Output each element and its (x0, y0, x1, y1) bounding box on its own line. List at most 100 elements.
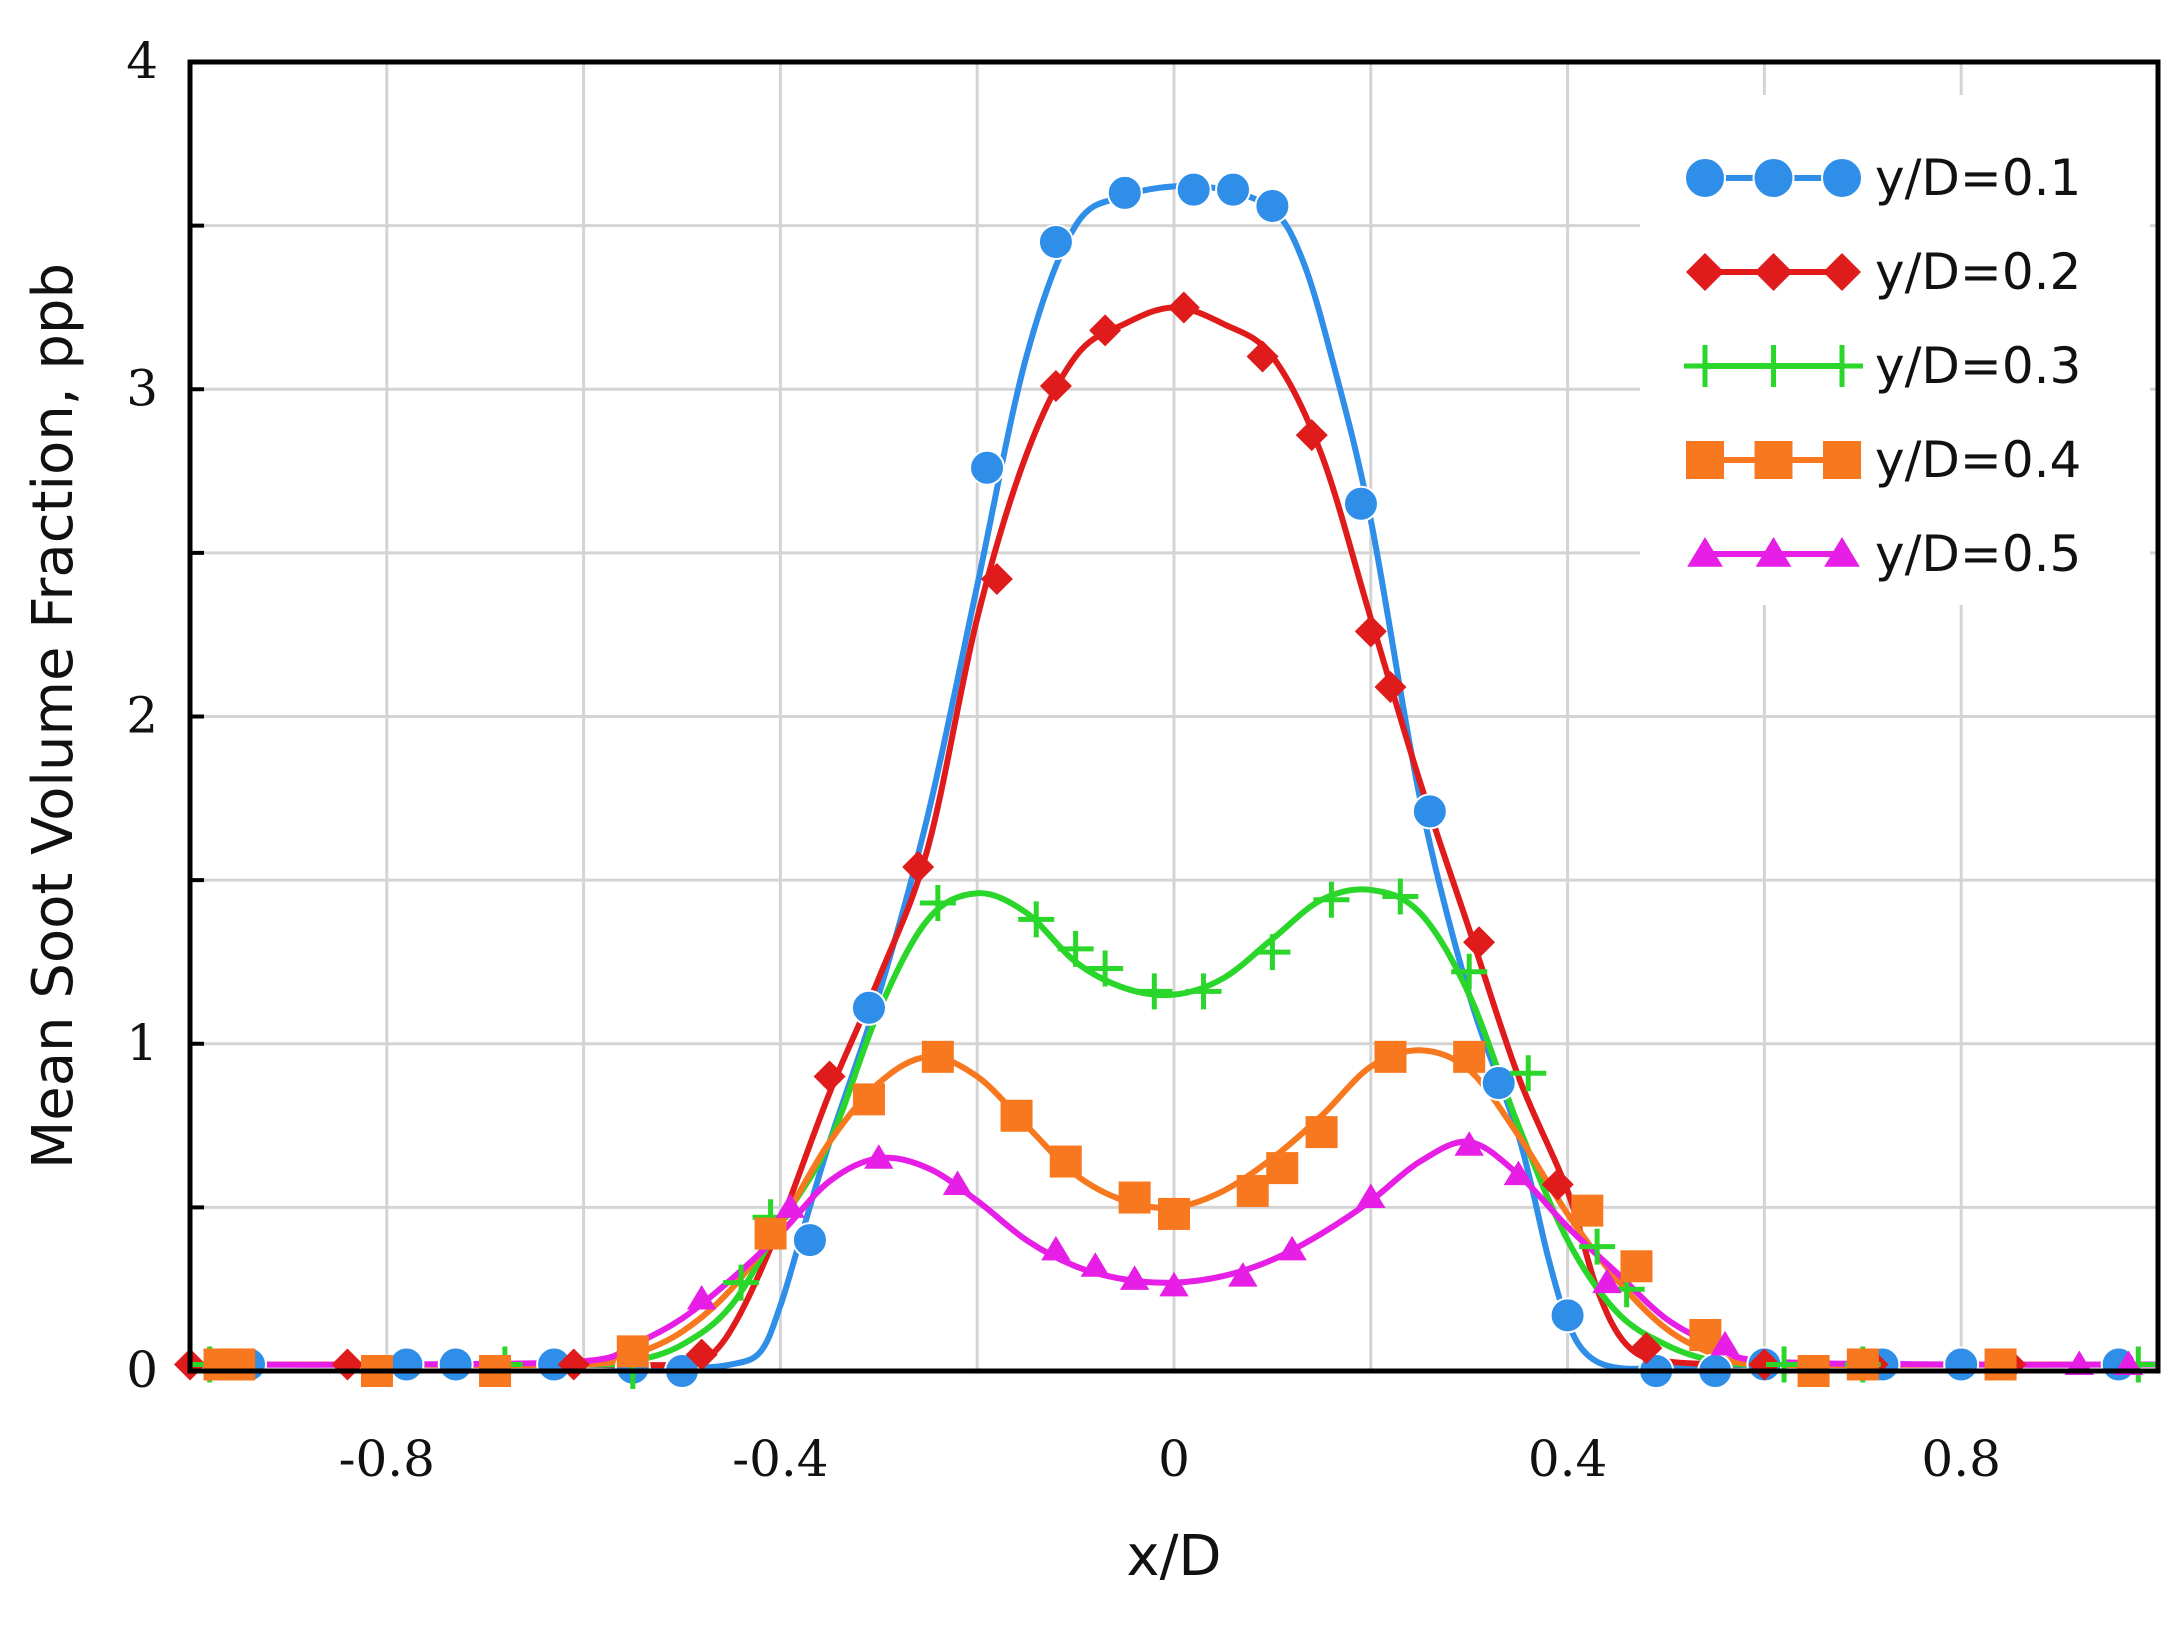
data-point-y-d-0-4 (1049, 1145, 1082, 1178)
data-point-y-d-0-1 (1037, 223, 1074, 260)
data-point-y-d-0-3 (1087, 950, 1124, 987)
x-axis-title: x/D (1126, 1524, 1221, 1589)
legend-label-y-d-0-2: y/D=0.2 (1875, 243, 2081, 301)
data-point-y-d-0-4 (1266, 1152, 1299, 1185)
data-point-y-d-0-4 (852, 1083, 885, 1116)
legend-marker-y-d-0-5 (1687, 537, 1723, 567)
data-point-y-d-0-2 (1463, 926, 1496, 959)
data-point-y-d-0-5 (775, 1193, 805, 1218)
data-point-y-d-0-1 (1480, 1065, 1517, 1102)
data-point-y-d-0-2 (1167, 291, 1200, 324)
data-point-y-d-0-2 (1039, 369, 1072, 402)
x-tick-label: -0.8 (339, 1430, 435, 1488)
data-point-y-d-0-1 (1175, 171, 1212, 208)
data-point-y-d-0-5 (1080, 1252, 1110, 1277)
data-point-y-d-0-1 (1943, 1346, 1980, 1383)
data-point-y-d-0-2 (902, 851, 935, 884)
data-point-y-d-0-4 (1453, 1040, 1486, 1073)
data-point-y-d-0-5 (1119, 1265, 1150, 1290)
x-tick-label: 0.8 (1921, 1430, 2001, 1488)
legend-marker-y-d-0-1 (1821, 157, 1863, 199)
legend-marker-y-d-0-3 (1821, 345, 1863, 387)
data-point-y-d-0-3 (1313, 881, 1350, 918)
data-point-y-d-0-5 (1228, 1262, 1258, 1287)
data-point-y-d-0-4 (1236, 1175, 1269, 1208)
data-point-y-d-0-5 (1592, 1268, 1622, 1294)
data-point-y-d-0-5 (1356, 1183, 1386, 1209)
data-point-y-d-0-4 (1158, 1197, 1190, 1230)
data-point-y-d-0-2 (1630, 1332, 1663, 1365)
data-point-y-d-0-1 (1411, 793, 1448, 830)
data-point-y-d-0-5 (1454, 1131, 1484, 1156)
data-point-y-d-0-1 (1215, 171, 1252, 208)
data-point-y-d-0-4 (223, 1348, 256, 1381)
data-point-y-d-0-3 (1766, 1346, 1803, 1383)
y-tick-label: 1 (126, 1014, 158, 1072)
legend-marker-y-d-0-2 (1686, 253, 1724, 291)
tick-labels: -0.8 -0.4 0 0.4 0.8 0 1 2 3 4 (126, 32, 2001, 1488)
data-point-y-d-0-4 (1620, 1250, 1653, 1283)
data-point-y-d-0-2 (1354, 615, 1387, 648)
data-point-y-d-0-3 (723, 1264, 760, 1301)
x-tick-label: 0 (1158, 1430, 1190, 1488)
legend-label-y-d-0-3: y/D=0.3 (1875, 337, 2081, 395)
data-point-y-d-0-3 (1451, 953, 1488, 990)
legend-marker-y-d-0-4 (1823, 441, 1861, 479)
legend-marker-y-d-0-1 (1684, 157, 1726, 199)
legend-label-y-d-0-4: y/D=0.4 (1875, 431, 2081, 489)
data-point-y-d-0-5 (1041, 1235, 1071, 1261)
legend-marker-y-d-0-4 (1686, 441, 1724, 479)
data-point-y-d-0-2 (1374, 671, 1407, 704)
data-point-y-d-0-1 (1342, 485, 1379, 522)
data-point-y-d-0-3 (1510, 1055, 1547, 1092)
data-point-y-d-0-4 (1305, 1116, 1338, 1149)
data-point-y-d-0-2 (1541, 1168, 1574, 1201)
data-point-y-d-0-3 (1185, 973, 1222, 1010)
data-point-y-d-0-4 (1984, 1348, 2017, 1381)
legend-marker-y-d-0-2 (1754, 253, 1793, 291)
data-point-y-d-0-1 (969, 449, 1006, 486)
legend-marker-y-d-0-4 (1754, 441, 1793, 479)
legend: y/D=0.1 y/D=0.2 y/D=0.3 y/D=0.4 y/D=0.5 (1640, 95, 2150, 605)
data-point-y-d-0-3 (1254, 934, 1291, 971)
data-point-y-d-0-3 (919, 885, 956, 922)
y-axis-title: Mean Soot Volume Fraction, ppb (21, 263, 86, 1169)
y-tick-label: 2 (126, 687, 158, 745)
legend-label-y-d-0-5: y/D=0.5 (1875, 525, 2081, 583)
y-tick-label: 0 (126, 1341, 158, 1399)
data-point-y-d-0-4 (921, 1040, 954, 1073)
legend-marker-y-d-0-3 (1684, 345, 1726, 387)
data-point-y-d-0-4 (1374, 1040, 1407, 1073)
x-tick-label: -0.4 (732, 1430, 828, 1488)
data-point-y-d-0-4 (754, 1217, 787, 1250)
data-point-y-d-0-3 (1136, 973, 1173, 1010)
legend-label-y-d-0-1: y/D=0.1 (1875, 149, 2081, 207)
data-point-y-d-0-4 (616, 1335, 649, 1368)
data-point-y-d-0-2 (980, 563, 1013, 596)
y-tick-label: 4 (126, 32, 158, 90)
data-point-y-d-0-2 (1295, 419, 1328, 452)
data-point-y-d-0-5 (1159, 1271, 1189, 1297)
data-point-y-d-0-4 (1571, 1194, 1604, 1227)
data-point-y-d-0-4 (1689, 1319, 1722, 1352)
data-point-y-d-0-1 (388, 1346, 425, 1383)
data-point-y-d-0-2 (685, 1338, 718, 1371)
legend-marker-y-d-0-5 (1755, 537, 1792, 567)
data-point-y-d-0-5 (1503, 1160, 1534, 1186)
series-line-y-d-0-3 (189, 886, 2158, 1368)
data-point-y-d-0-4 (1000, 1099, 1033, 1132)
data-point-y-d-0-5 (942, 1170, 973, 1195)
data-point-y-d-0-1 (850, 989, 887, 1026)
x-tick-label: 0.4 (1528, 1430, 1608, 1488)
data-point-y-d-0-1 (1254, 187, 1291, 224)
legend-marker-y-d-0-3 (1752, 345, 1795, 387)
data-point-y-d-0-1 (1549, 1297, 1586, 1334)
plot-frame (187, 59, 2161, 1374)
data-point-y-d-0-2 (813, 1060, 846, 1093)
data-point-y-d-0-3 (1018, 901, 1055, 938)
data-point-y-d-0-1 (791, 1222, 828, 1259)
y-tick-label: 3 (126, 359, 158, 417)
data-point-y-d-0-2 (1246, 340, 1279, 373)
data-point-y-d-0-5 (686, 1285, 717, 1310)
